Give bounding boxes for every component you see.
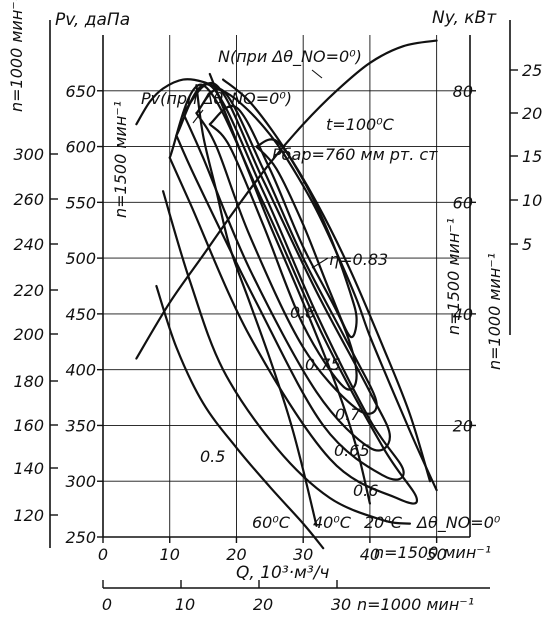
axis-ticks bbox=[50, 69, 518, 588]
pv1500-tick-label-7: 600 bbox=[65, 138, 96, 157]
ny1000-tick-label-1: 10 bbox=[522, 191, 542, 210]
pv1500-tick-label-0: 250 bbox=[65, 528, 96, 547]
n1000-label-left: n=1000 мин⁻¹ bbox=[7, 0, 26, 112]
pv1000-tick-label-4: 200 bbox=[13, 325, 44, 344]
pv-axis-label: Pv, даПа bbox=[55, 10, 130, 30]
series-line-n-no-0 bbox=[135, 39, 438, 360]
pv1000-tick-label-6: 240 bbox=[13, 235, 44, 254]
efficiency-label-070: 0.7 bbox=[335, 405, 361, 424]
n1500-label-bottom: n=1500 мин⁻¹ bbox=[374, 543, 491, 562]
tick-labels: 0 10 20 30 40 500 10 20 302503003504004505005506… bbox=[13, 61, 542, 614]
pv1500-tick-label-1: 300 bbox=[65, 472, 96, 491]
t20-label: 20⁰C bbox=[364, 513, 403, 532]
q1000-tick-label-1: 10 bbox=[175, 595, 195, 614]
n-curve-leader bbox=[311, 69, 323, 79]
series-line-60-c bbox=[155, 284, 325, 550]
efficiency-label-075: 0.75 bbox=[305, 355, 341, 374]
eta083-leader bbox=[311, 257, 329, 269]
t60-label: 60⁰C bbox=[252, 513, 291, 532]
pv1500-tick-label-2: 350 bbox=[65, 416, 96, 435]
ny1000-tick-label-4: 25 bbox=[522, 61, 542, 80]
pv1500-tick-label-6: 550 bbox=[65, 193, 96, 212]
pv1500-tick-label-5: 500 bbox=[65, 249, 96, 268]
pv-curve-leader bbox=[192, 109, 204, 124]
t40-label: 40⁰C bbox=[313, 513, 352, 532]
q1500-tick-label-1: 10 bbox=[160, 545, 180, 564]
q1500-tick-label-3: 30 bbox=[293, 545, 313, 564]
n-curve-label: N(при Δθ_NO=0⁰) bbox=[218, 47, 362, 67]
n1500-label-right: n=1500 мин⁻¹ bbox=[444, 218, 463, 335]
ny1500-tick-label-3: 80 bbox=[453, 82, 473, 101]
pv1000-tick-label-1: 140 bbox=[13, 459, 44, 478]
efficiency-contour-06 bbox=[168, 84, 419, 505]
q-axis-label: Q, 10³·м³/ч bbox=[236, 563, 329, 583]
pv1500-tick-label-4: 450 bbox=[65, 305, 96, 324]
q1000-tick-label-3: 30 bbox=[331, 595, 351, 614]
pv1500-tick-label-3: 400 bbox=[65, 361, 96, 380]
efficiency-contour-07 bbox=[182, 81, 391, 452]
ny1000-tick-label-3: 20 bbox=[522, 104, 542, 123]
pv-curve-label: Pv(при Δθ_NO=0⁰) bbox=[141, 89, 292, 109]
pressure-label: Pбар=760 мм рт. ст bbox=[272, 145, 438, 164]
ny-axis-label: Ny, кВт bbox=[432, 8, 497, 28]
pv1000-tick-label-8: 300 bbox=[13, 145, 44, 164]
efficiency-contour-05 bbox=[162, 190, 411, 525]
ny1500-tick-label-2: 60 bbox=[453, 193, 473, 212]
efficiency-contour-083 bbox=[255, 138, 358, 339]
q1500-tick-label-2: 20 bbox=[226, 545, 246, 564]
t0-label: Δθ_NO=0⁰ bbox=[415, 513, 501, 533]
ny1500-tick-label-0: 20 bbox=[453, 416, 473, 435]
n1000-label-right: n=1000 мин⁻¹ bbox=[485, 253, 504, 370]
q1500-tick-label-0: 0 bbox=[98, 545, 108, 564]
ny1500-tick-label-1: 40 bbox=[453, 305, 473, 324]
pv1000-tick-label-0: 120 bbox=[13, 506, 44, 525]
curves bbox=[135, 39, 438, 550]
q1000-tick-label-0: 0 bbox=[102, 595, 112, 614]
pv1500-tick-label-8: 650 bbox=[65, 82, 96, 101]
ny1000-tick-label-2: 15 bbox=[522, 147, 542, 166]
efficiency-label-060: 0.6 bbox=[353, 481, 378, 500]
pv1000-tick-label-3: 180 bbox=[13, 372, 44, 391]
efficiency-label-080: 0.8 bbox=[290, 303, 315, 322]
series-line-40-c bbox=[195, 84, 318, 527]
efficiency-label-050: 0.5 bbox=[200, 447, 225, 466]
efficiency-contour-08 bbox=[208, 104, 358, 391]
pv1000-tick-label-7: 260 bbox=[13, 190, 44, 209]
efficiency-contour-065 bbox=[175, 83, 405, 481]
series-line-no-0 bbox=[222, 78, 432, 483]
q1500-tick-label-5: 50 bbox=[426, 545, 446, 564]
ny1000-tick-label-0: 5 bbox=[522, 235, 532, 254]
pv1000-tick-label-5: 220 bbox=[13, 281, 44, 300]
n1000-label-bottom: n=1000 мин⁻¹ bbox=[357, 595, 474, 614]
q1000-tick-label-2: 20 bbox=[253, 595, 273, 614]
efficiency-label-083: η=0.83 bbox=[329, 250, 388, 269]
series-line-pv-no-0 bbox=[135, 78, 438, 492]
efficiency-label-065: 0.65 bbox=[334, 441, 370, 460]
n1500-label-left: n=1500 мин⁻¹ bbox=[111, 101, 130, 218]
temperature-label: t=100⁰C bbox=[326, 115, 395, 134]
pv1000-tick-label-2: 160 bbox=[13, 416, 44, 435]
q1500-tick-label-4: 40 bbox=[360, 545, 380, 564]
